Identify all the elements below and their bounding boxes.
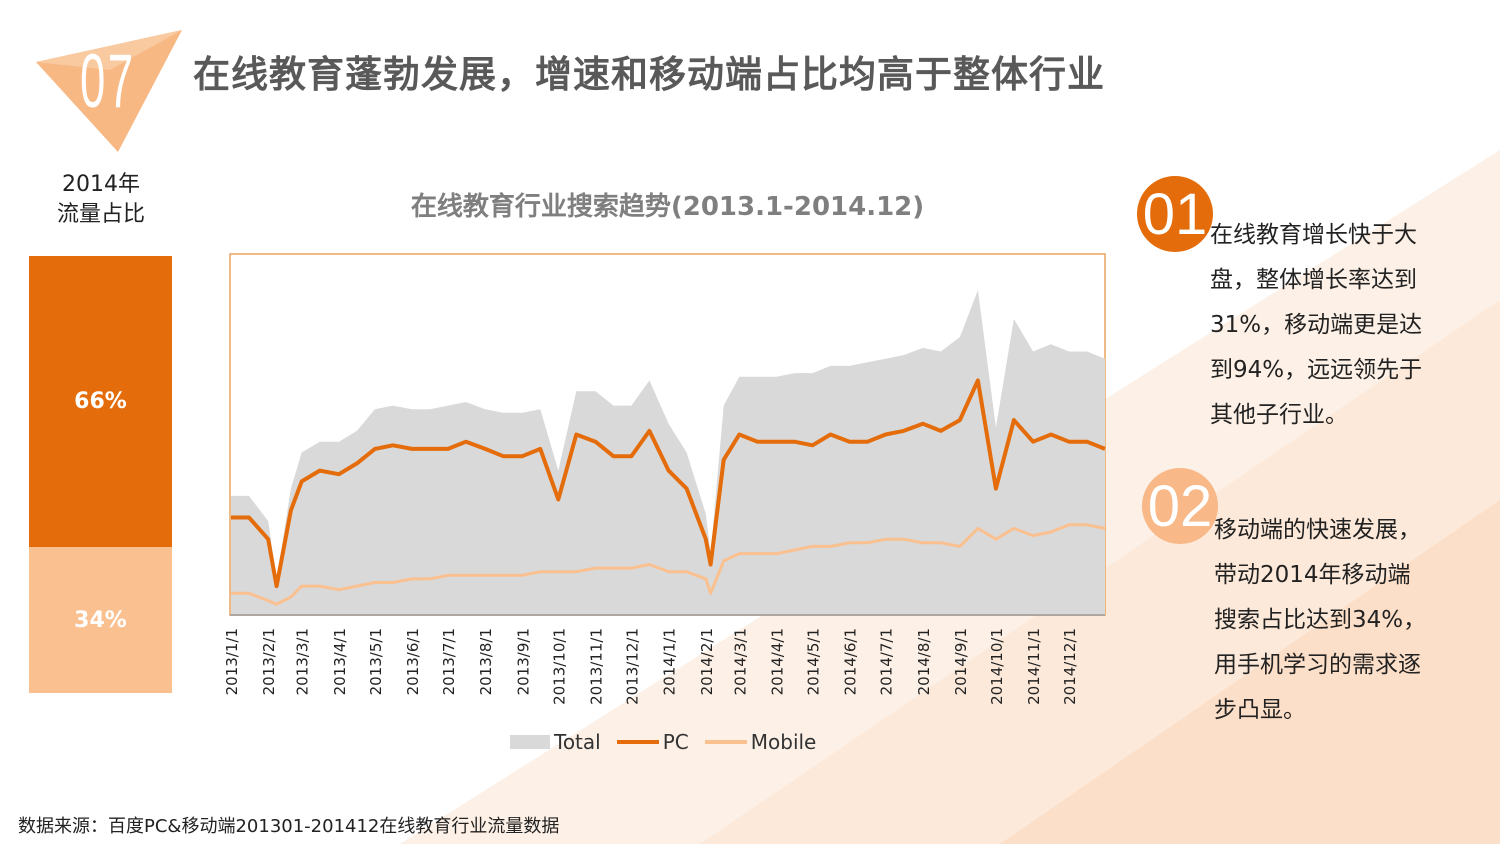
pc-share-value: 66% [74, 389, 127, 414]
point-text-01: 在线教育增长快于大盘，整体增长率达到31%，移动端更是达到94%，远远领先于其他… [1210, 222, 1423, 428]
x-tick-label: 2014/9/1 [952, 628, 970, 695]
legend-swatch-mobile [704, 740, 747, 744]
x-tick-label: 2013/8/1 [477, 628, 495, 695]
x-tick-label: 2013/10/1 [550, 628, 568, 705]
mobile-share-bar: 34% [29, 547, 172, 693]
legend-pc: PC [616, 730, 689, 754]
legend-swatch-pc [616, 740, 659, 744]
point-badge-02: 02 [1142, 468, 1218, 544]
chart-legend: Total PC Mobile [510, 730, 832, 754]
x-tick-label: 2013/7/1 [440, 628, 458, 695]
x-tick-label: 2014/11/1 [1025, 628, 1043, 705]
background-wedge [1000, 500, 1500, 844]
x-tick-label: 2013/3/1 [294, 628, 312, 695]
x-tick-label: 2013/4/1 [331, 628, 349, 695]
pc-share-bar: 66% [29, 256, 172, 547]
share-label-text: 流量占比 [56, 202, 145, 227]
legend-label-total: Total [554, 730, 601, 754]
chart-title: 在线教育行业搜索趋势(2013.1-2014.12) [410, 192, 925, 222]
x-tick-label: 2014/8/1 [915, 628, 933, 695]
legend-swatch-total [510, 735, 550, 749]
x-tick-label: 2014/6/1 [842, 628, 860, 695]
x-tick-label: 2013/12/1 [623, 628, 641, 705]
x-tick-label: 2014/12/1 [1061, 628, 1079, 705]
point-badge-01: 01 [1137, 176, 1213, 252]
series-pc-line [231, 378, 1106, 589]
legend-total: Total [510, 730, 601, 754]
x-tick-label: 2013/5/1 [367, 628, 385, 695]
x-tick-label: 2014/2/1 [698, 628, 716, 695]
slide-number: 07 [80, 39, 136, 124]
x-tick-label: 2014/7/1 [878, 628, 896, 695]
x-tick-label: 2014/10/1 [988, 628, 1006, 705]
x-tick-label: 2014/1/1 [661, 628, 679, 695]
x-tick-label: 2013/11/1 [587, 628, 605, 705]
x-tick-label: 2013/6/1 [404, 628, 422, 695]
point-text-02: 移动端的快速发展，带动2014年移动端搜索占比达到34%，用手机学习的需求逐步凸… [1214, 517, 1427, 723]
legend-label-mobile: Mobile [750, 730, 817, 754]
x-tick-label: 2013/2/1 [260, 628, 278, 695]
series-total-area [231, 290, 1105, 615]
mobile-share-value: 34% [74, 607, 127, 633]
share-label-year: 2014年 [62, 172, 140, 197]
x-tick-label: 2014/3/1 [731, 628, 749, 695]
x-tick-label: 2013/9/1 [514, 628, 532, 695]
x-tick-label: 2014/5/1 [804, 628, 822, 695]
number-triangle-highlight [36, 30, 182, 70]
data-source: 数据来源：百度PC&移动端201301-201412在线教育行业流量数据 [18, 816, 560, 837]
series-mobile-line [231, 523, 1106, 606]
share-label: 2014年 流量占比 [30, 170, 172, 230]
x-tick-label: 2014/4/1 [769, 628, 787, 695]
x-tick-label: 2013/1/1 [223, 628, 241, 695]
legend-label-pc: PC [662, 730, 689, 754]
legend-mobile: Mobile [704, 730, 817, 754]
page-title: 在线教育蓬勃发展，增速和移动端占比均高于整体行业 [193, 53, 1105, 96]
